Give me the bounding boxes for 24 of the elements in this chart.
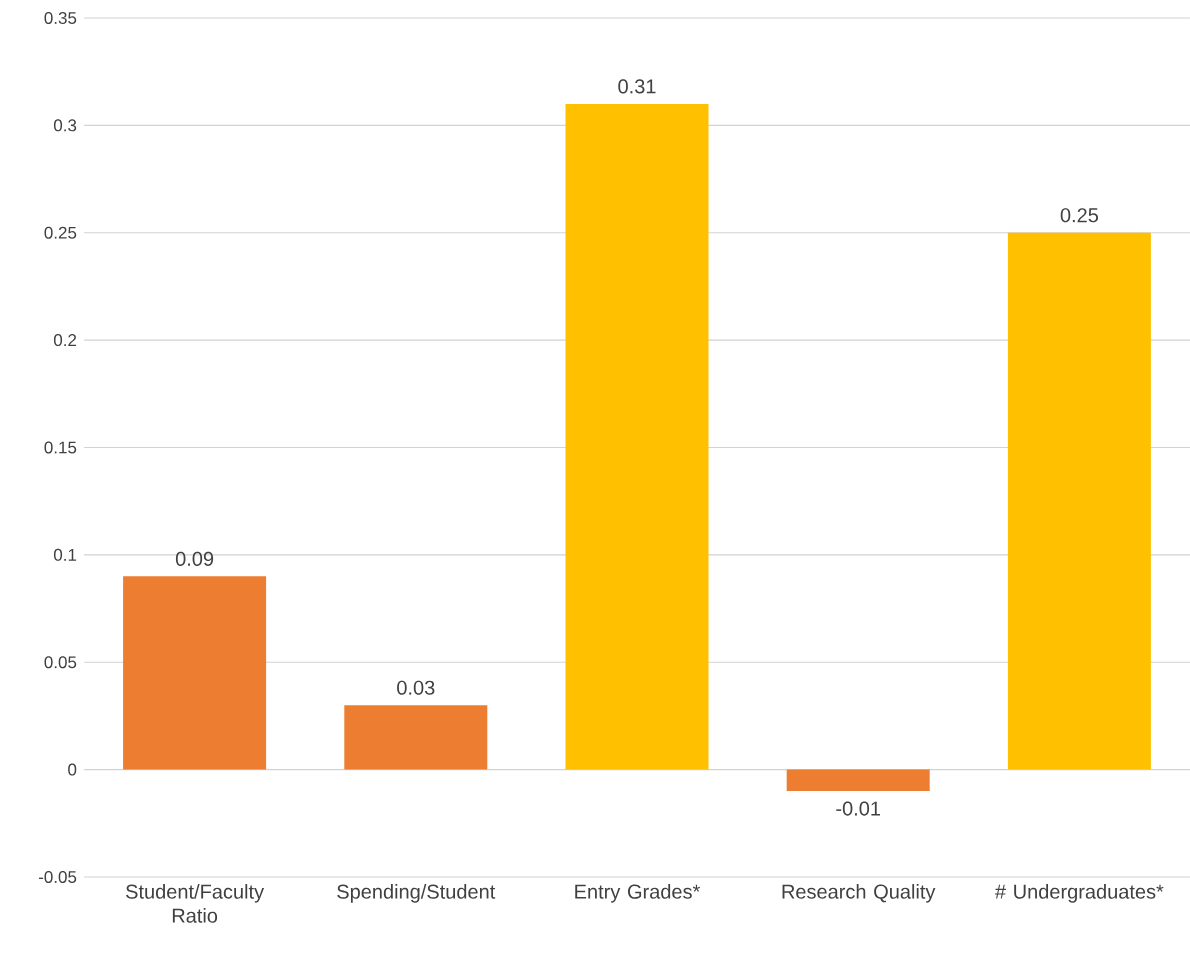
x-tick-label: Student/Faculty Ratio bbox=[126, 884, 265, 923]
y-tick-label: 0.15 bbox=[44, 441, 77, 454]
y-tick-label: 0.35 bbox=[44, 11, 77, 24]
y-tick-label: -0.05 bbox=[38, 870, 77, 883]
bar bbox=[565, 103, 709, 770]
data-label: 0.03 bbox=[397, 680, 435, 695]
data-label: 0.31 bbox=[618, 79, 656, 94]
x-tick-label: Spending/Student bbox=[337, 884, 496, 903]
y-tick-label: 0.3 bbox=[53, 119, 77, 132]
bar bbox=[123, 576, 267, 770]
x-tick-label: Entry Grades* bbox=[575, 884, 701, 903]
data-label: 0.25 bbox=[1060, 208, 1099, 223]
bar bbox=[1007, 232, 1151, 770]
y-tick-label: 0.1 bbox=[53, 548, 77, 561]
y-tick-label: 0.2 bbox=[53, 334, 77, 347]
bar bbox=[786, 769, 930, 792]
data-label: 0.09 bbox=[175, 551, 214, 566]
x-tick-label: Research Quality bbox=[782, 884, 936, 903]
y-tick-label: 0.05 bbox=[44, 656, 77, 669]
bar bbox=[344, 705, 488, 770]
y-tick-label: 0.25 bbox=[44, 226, 77, 239]
data-label: -0.01 bbox=[836, 801, 881, 816]
x-tick-label: # Undergraduates* bbox=[994, 884, 1164, 903]
y-tick-label: 0 bbox=[68, 763, 77, 776]
